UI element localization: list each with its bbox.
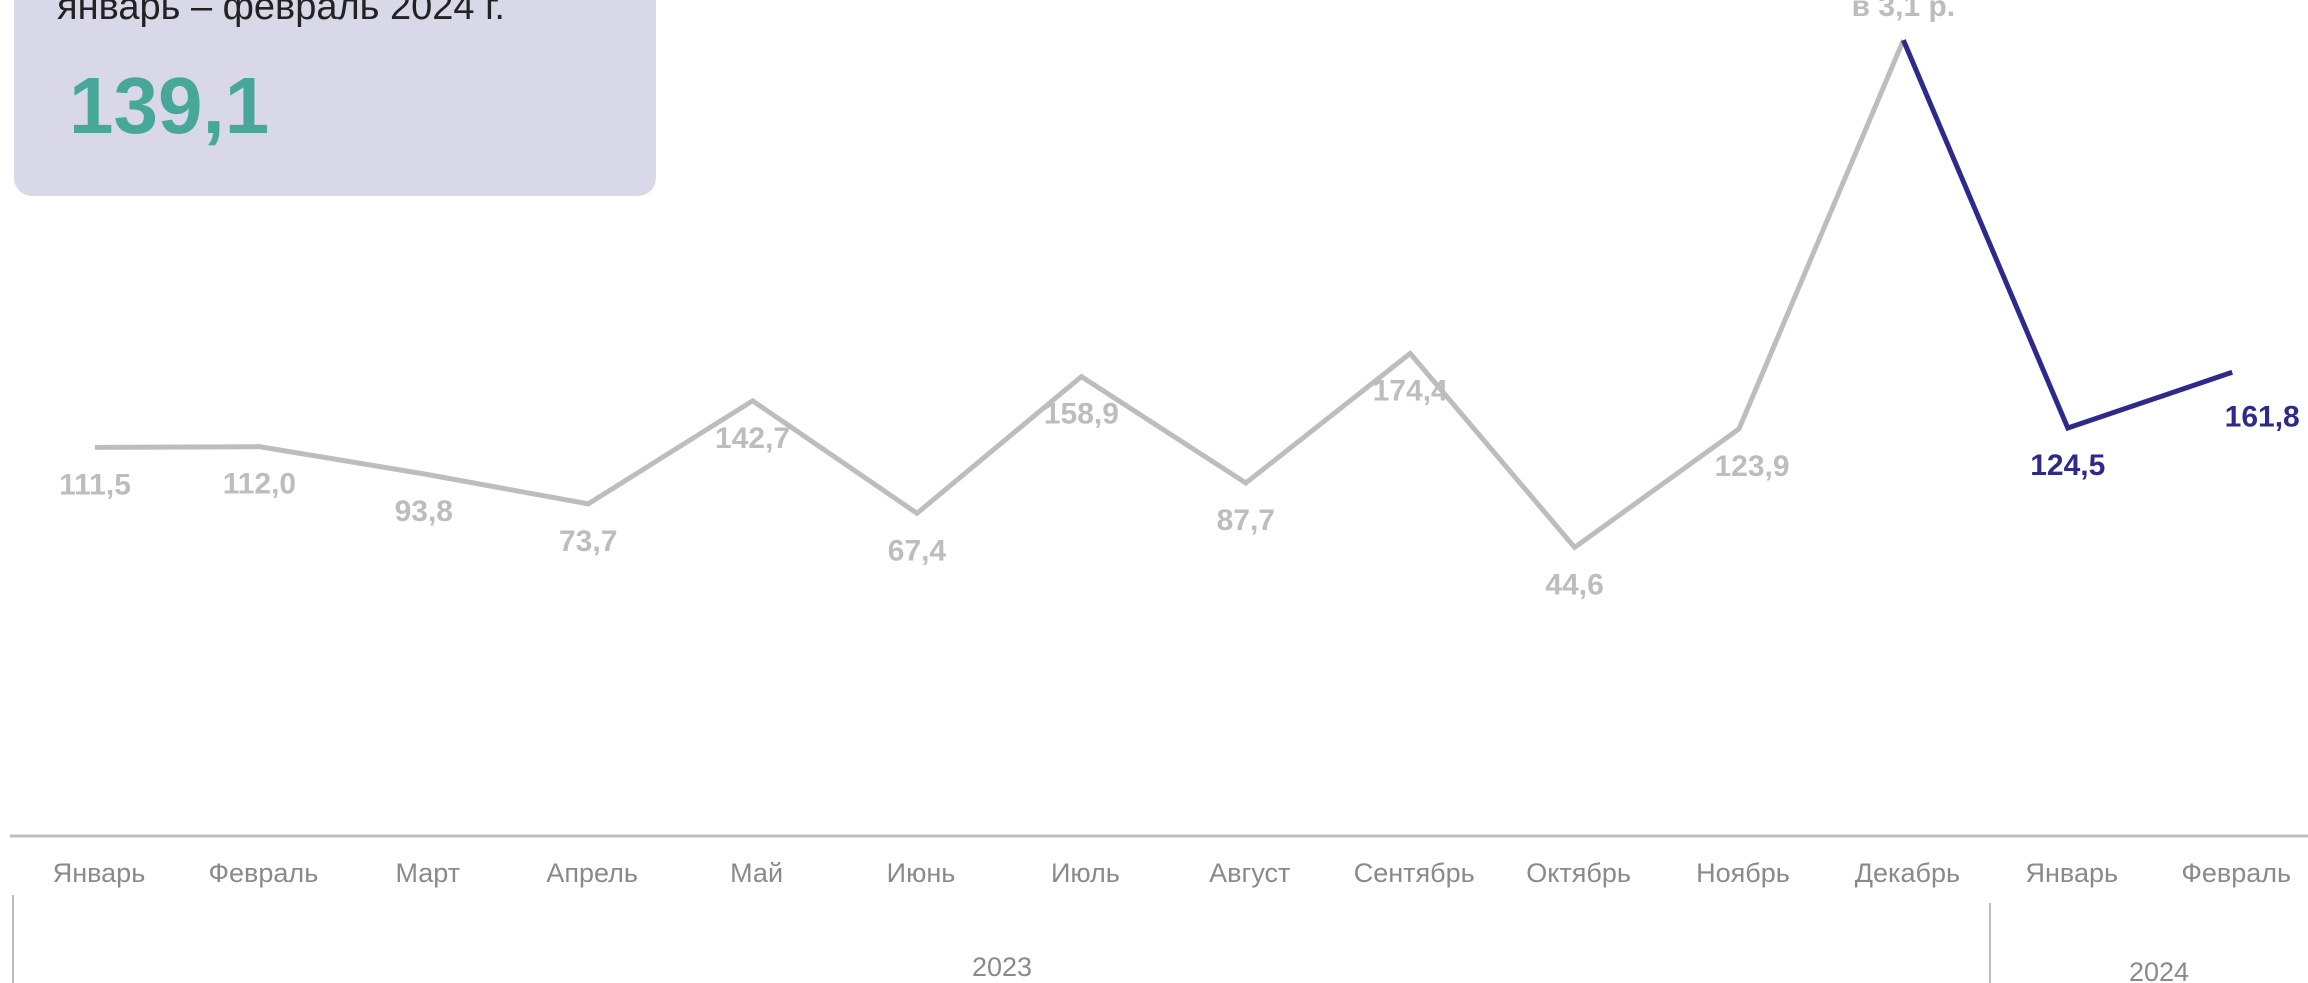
series-lines [94, 39, 2234, 551]
data-label: 161,8 [2225, 400, 2300, 433]
month-tick-labels: Январь Февраль Март Апрель Май Июнь Июль Август… [53, 858, 2291, 888]
data-labels: 111,5 112,0 93,8 73,7 142,7 67,4 158,9 87,7 174,… [59, 0, 2300, 601]
month-label: Декабрь [1855, 858, 1960, 888]
data-label: 112,0 [223, 468, 296, 501]
series-line-2023 [94, 39, 1906, 551]
data-label: 73,7 [559, 525, 617, 558]
month-label: Май [730, 858, 783, 888]
data-label: 158,9 [1044, 398, 1119, 431]
series-line-2024 [1901, 39, 2234, 432]
month-label: Август [1209, 858, 1290, 888]
month-label: Июнь [887, 858, 956, 888]
data-label: 174,4 [1373, 374, 1448, 407]
month-label: Июль [1051, 858, 1120, 888]
data-label: 87,7 [1217, 504, 1275, 537]
data-label: в 3,1 р. [1852, 0, 1955, 23]
data-label: 142,7 [715, 422, 790, 455]
month-label: Февраль [209, 858, 319, 888]
month-label: Март [395, 858, 460, 888]
year-labels: 2023 2024 [12, 895, 2189, 983]
month-label: Ноябрь [1696, 858, 1790, 888]
month-label: Февраль [2181, 858, 2291, 888]
data-label: 67,4 [888, 534, 947, 567]
summary-value: 139,1 [69, 61, 270, 150]
data-label: 123,9 [1714, 450, 1789, 483]
year-label: 2023 [972, 952, 1032, 982]
month-label: Апрель [546, 858, 638, 888]
data-label: 124,5 [2030, 449, 2105, 482]
month-label: Январь [53, 858, 146, 888]
year-label: 2024 [2129, 957, 2189, 983]
data-label: 111,5 [59, 468, 131, 501]
month-label: Октябрь [1526, 858, 1631, 888]
summary-period-label: январь – февраль 2024 г. [57, 0, 505, 28]
data-label: 93,8 [395, 495, 453, 528]
month-label: Январь [2026, 858, 2119, 888]
month-label: Сентябрь [1354, 858, 1475, 888]
data-label: 44,6 [1545, 568, 1603, 601]
summary-card: январь – февраль 2024 г. 139,1 [14, 0, 656, 196]
